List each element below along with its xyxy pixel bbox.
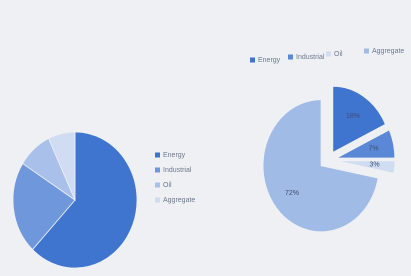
- legend-swatch: [326, 52, 331, 57]
- legend-swatch: [250, 58, 255, 63]
- value-label: 7%: [369, 146, 379, 153]
- value-label: 72%: [285, 190, 299, 197]
- legend-swatch: [288, 55, 293, 60]
- legend-label: Oil: [334, 51, 343, 58]
- legend-swatch: [155, 198, 160, 203]
- legend-label: Energy: [258, 57, 281, 64]
- legend-swatch: [364, 49, 369, 54]
- legend-label: Oil: [163, 182, 172, 189]
- legend-label: Energy: [163, 152, 186, 159]
- legend-swatch: [155, 168, 160, 173]
- page: Energy Industrial Oil Aggregate 18% 7% 3% 72% En…: [0, 0, 411, 276]
- legend-swatch: [155, 183, 160, 188]
- chart: Energy Industrial Oil Aggregate 18% 7% 3% 72% En…: [0, 0, 411, 276]
- value-label: 3%: [369, 162, 379, 169]
- legend-label: Industrial: [296, 54, 325, 61]
- legend-label: Aggregate: [372, 48, 404, 55]
- legend-label: Industrial: [163, 167, 192, 174]
- value-label: 18%: [346, 113, 360, 120]
- legend-label: Aggregate: [163, 197, 195, 204]
- legend-swatch: [155, 153, 160, 158]
